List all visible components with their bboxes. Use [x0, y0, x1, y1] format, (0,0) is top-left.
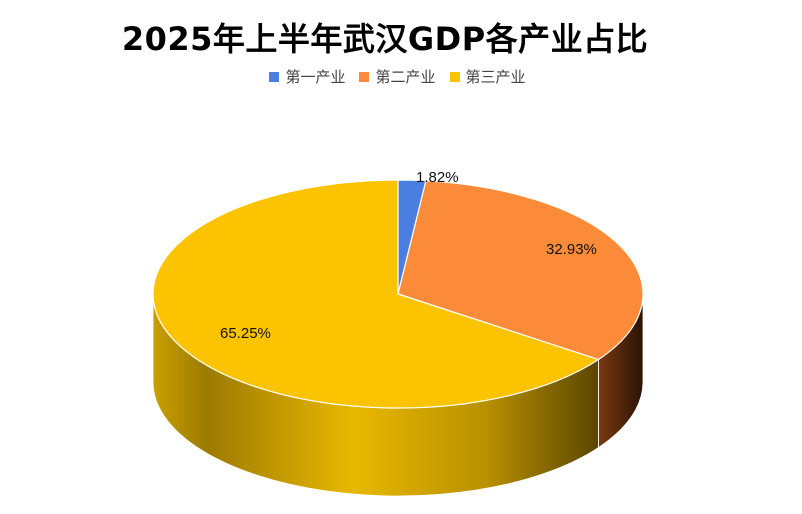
- legend-label-primary: 第一产业: [285, 68, 346, 86]
- legend-label-tertiary: 第三产业: [465, 68, 526, 86]
- chart-legend: 第一产业 第二产业 第三产业: [0, 66, 795, 87]
- legend-swatch-primary: [269, 71, 280, 82]
- legend-item-tertiary: 第三产业: [449, 66, 526, 87]
- pie-labels: 1.82% 32.93% 65.25%: [220, 169, 597, 342]
- chart-title: 2025年上半年武汉GDP各产业占比: [121, 20, 649, 58]
- pie-tops: [152, 179, 644, 409]
- pie-sides: [152, 293, 644, 497]
- pie-slice-tertiary: [152, 179, 600, 409]
- legend-swatch-tertiary: [449, 71, 460, 82]
- data-label-tertiary: 65.25%: [220, 325, 271, 342]
- legend-item-primary: 第一产业: [269, 66, 345, 87]
- legend-item-secondary: 第二产业: [359, 66, 436, 87]
- data-label-secondary: 32.93%: [546, 241, 597, 258]
- legend-swatch-secondary: [359, 71, 370, 82]
- pie-slice-secondary: [397, 180, 644, 361]
- data-label-primary: 1.82%: [416, 169, 459, 186]
- legend-label-secondary: 第二产业: [375, 68, 436, 86]
